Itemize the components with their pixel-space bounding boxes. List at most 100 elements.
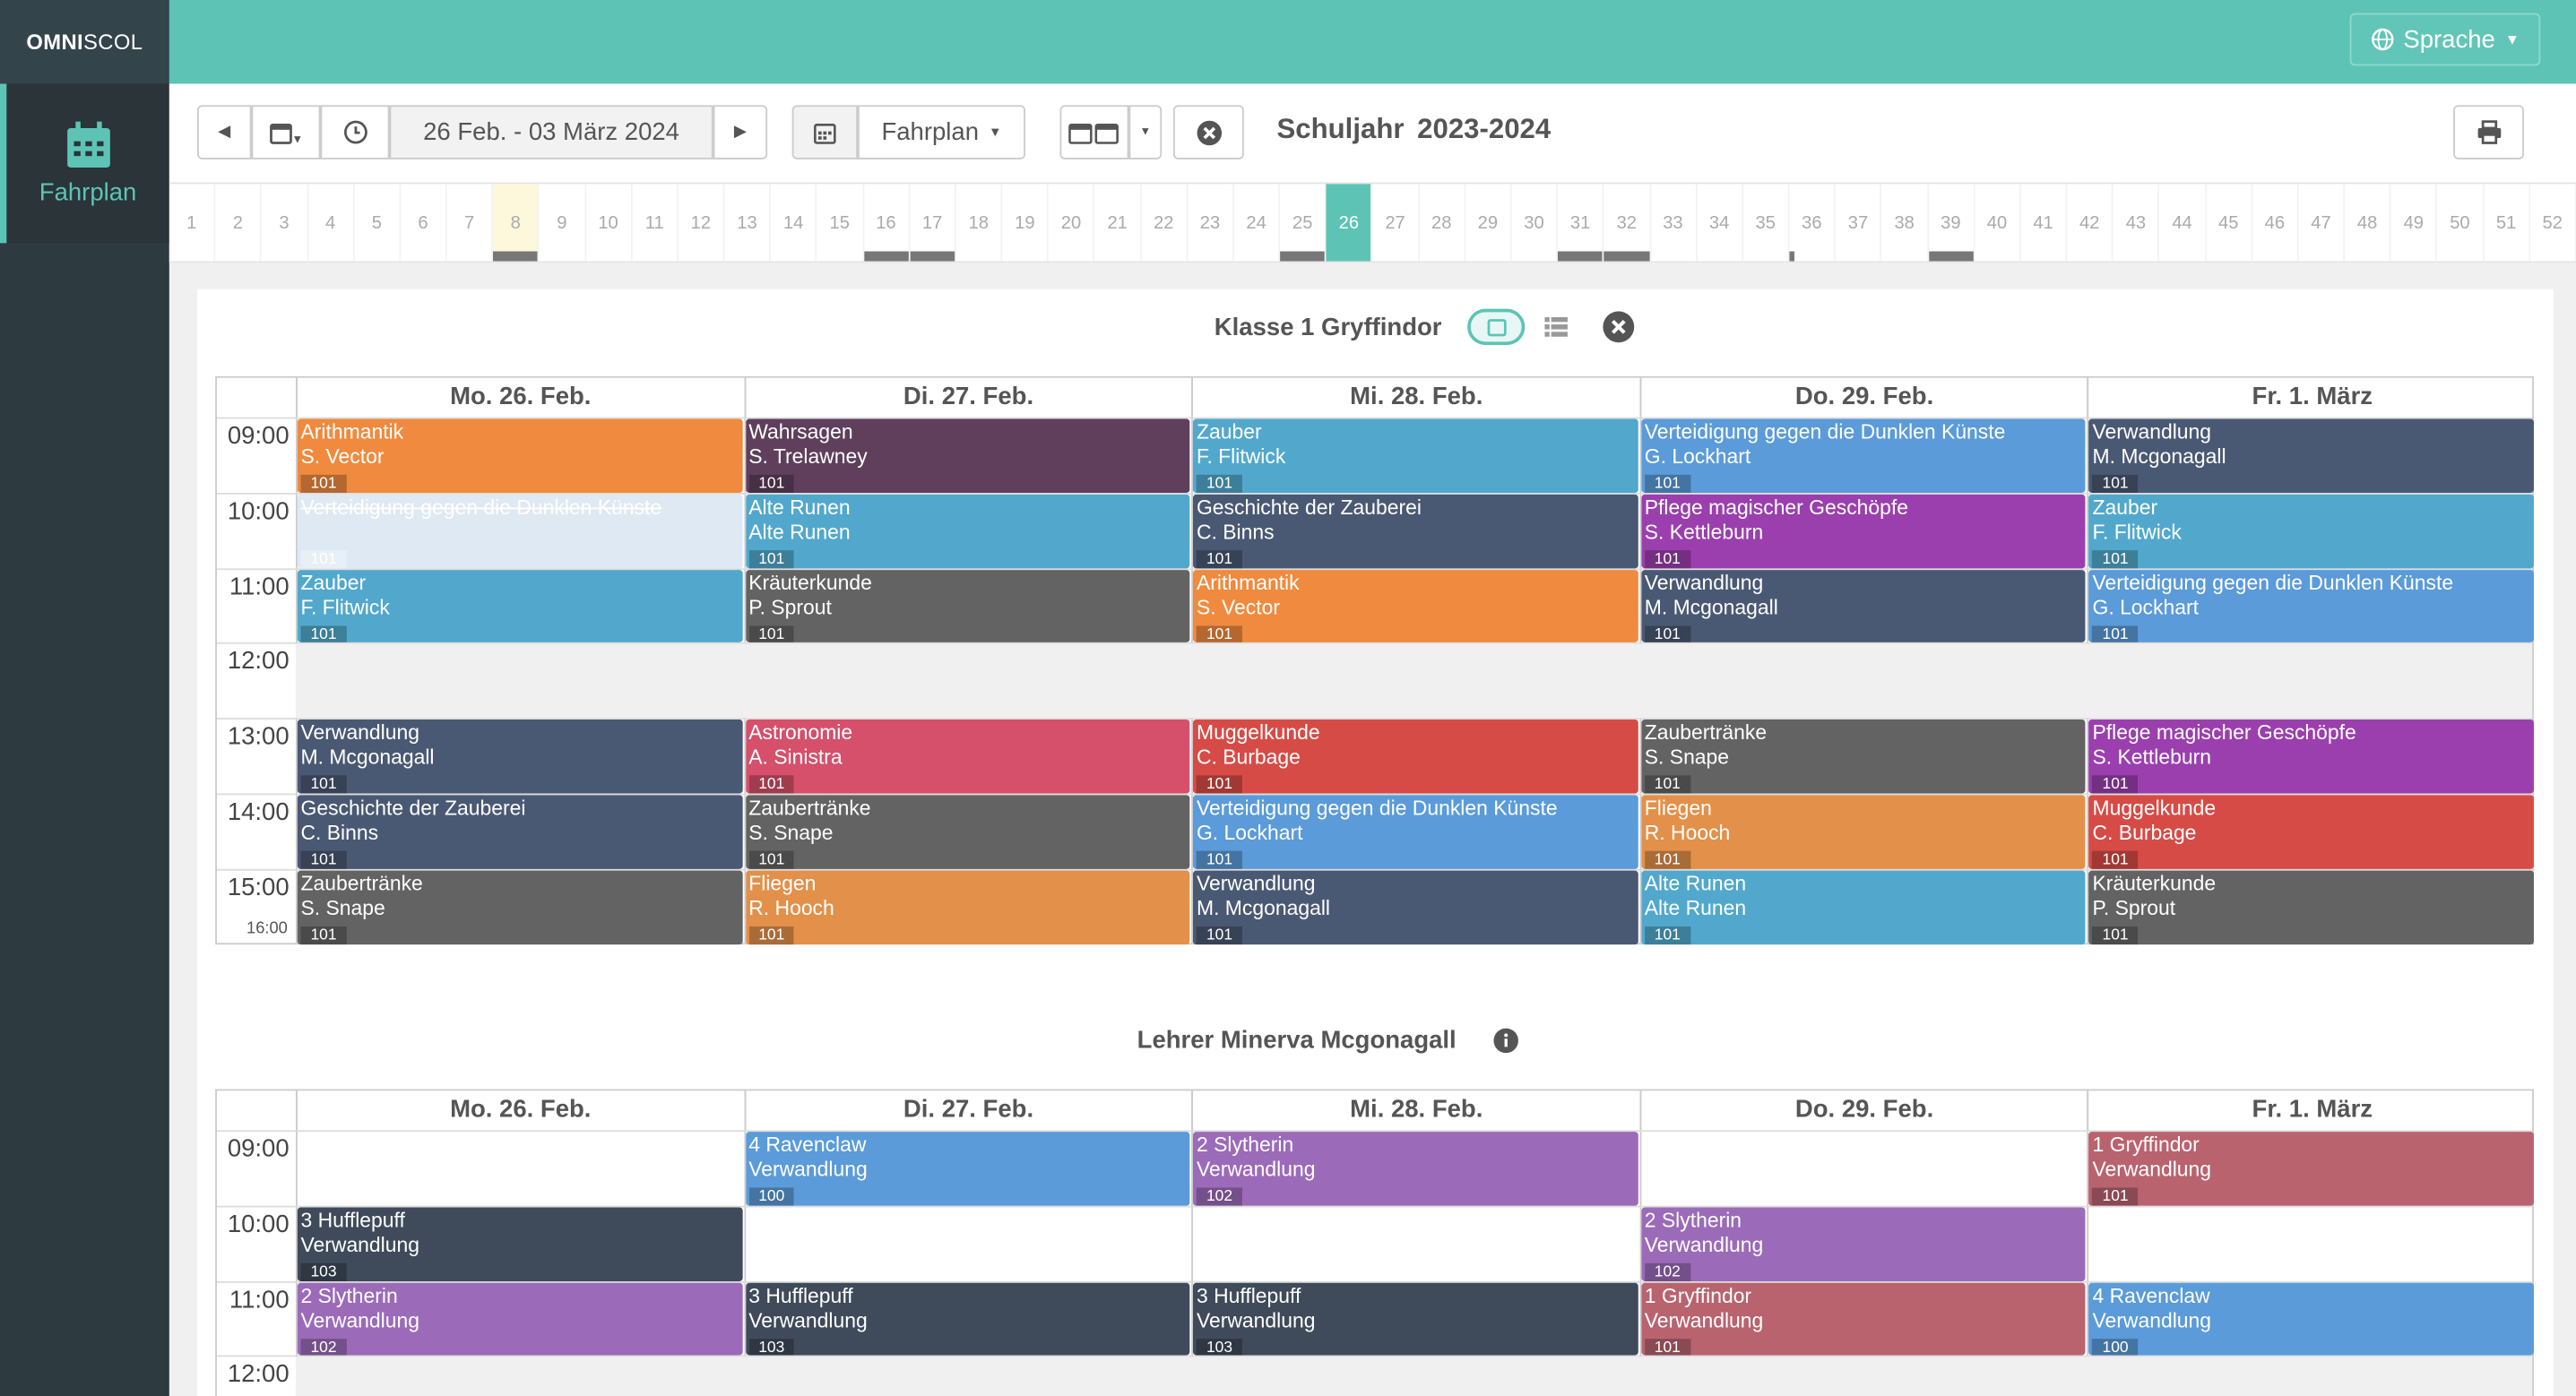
- lesson-block[interactable]: 4 Ravenclaw Verwandlung 100: [2088, 1282, 2534, 1357]
- lesson-block[interactable]: Muggelkunde C. Burbage 101: [2088, 795, 2534, 869]
- lesson-block[interactable]: 2 Slytherin Verwandlung 102: [1641, 1207, 2087, 1281]
- lesson-block[interactable]: 2 Slytherin Verwandlung 102: [297, 1282, 742, 1357]
- lesson-block[interactable]: Verteidigung gegen die Dunklen Künste 101: [297, 494, 742, 568]
- lesson-block[interactable]: Verwandlung M. Mcgonagall 101: [1641, 569, 2087, 643]
- lesson-block[interactable]: 4 Ravenclaw Verwandlung 100: [745, 1132, 1190, 1206]
- week-47[interactable]: 47: [2299, 184, 2346, 262]
- lesson-block[interactable]: Verteidigung gegen die Dunklen Künste G. …: [1193, 795, 1638, 869]
- week-39[interactable]: 39: [1928, 184, 1975, 262]
- week-45[interactable]: 45: [2206, 184, 2252, 262]
- print-button[interactable]: [2453, 105, 2524, 159]
- week-46[interactable]: 46: [2252, 184, 2299, 262]
- week-18[interactable]: 18: [956, 184, 1003, 262]
- date-picker-button[interactable]: ▼: [251, 105, 321, 159]
- lesson-block[interactable]: Zauber F. Flitwick 101: [297, 569, 742, 643]
- week-8[interactable]: 8: [493, 184, 540, 262]
- week-34[interactable]: 34: [1697, 184, 1743, 262]
- lesson-block[interactable]: Zauber F. Flitwick 101: [2088, 494, 2534, 568]
- week-38[interactable]: 38: [1882, 184, 1929, 262]
- week-42[interactable]: 42: [2067, 184, 2114, 262]
- lesson-block[interactable]: Verwandlung M. Mcgonagall 101: [2088, 418, 2534, 493]
- week-40[interactable]: 40: [1975, 184, 2021, 262]
- date-range-display[interactable]: 26 Feb. - 03 März 2024: [389, 105, 713, 159]
- lesson-block[interactable]: Verteidigung gegen die Dunklen Künste G. …: [2088, 569, 2534, 643]
- lesson-block[interactable]: Fliegen R. Hooch 101: [745, 870, 1190, 944]
- week-35[interactable]: 35: [1743, 184, 1790, 262]
- week-14[interactable]: 14: [771, 184, 817, 262]
- week-12[interactable]: 12: [679, 184, 725, 262]
- week-28[interactable]: 28: [1419, 184, 1465, 262]
- lesson-block[interactable]: Alte Runen Alte Runen 101: [745, 494, 1190, 568]
- lesson-block[interactable]: Verwandlung M. Mcgonagall 101: [1193, 870, 1638, 944]
- clear-button[interactable]: [1172, 105, 1244, 159]
- week-50[interactable]: 50: [2438, 184, 2485, 262]
- week-31[interactable]: 31: [1558, 184, 1604, 262]
- lesson-block[interactable]: Zauber F. Flitwick 101: [1193, 418, 1638, 493]
- today-button[interactable]: [320, 105, 390, 159]
- lesson-block[interactable]: Kräuterkunde P. Sprout 101: [2088, 870, 2534, 944]
- calendar-view-toggle[interactable]: [1467, 308, 1526, 345]
- week-44[interactable]: 44: [2160, 184, 2207, 262]
- language-button[interactable]: Sprache ▼: [2349, 13, 2541, 66]
- nav-item-fahrplan[interactable]: Fahrplan: [0, 83, 169, 244]
- week-6[interactable]: 6: [401, 184, 447, 262]
- lesson-block[interactable]: Muggelkunde C. Burbage 101: [1193, 720, 1638, 794]
- week-10[interactable]: 10: [586, 184, 633, 262]
- lesson-block[interactable]: Zaubertränke S. Snape 101: [745, 795, 1190, 869]
- info-icon[interactable]: [1493, 1028, 1518, 1054]
- multi-week-dropdown[interactable]: ▼: [1128, 105, 1163, 159]
- lesson-block[interactable]: Verwandlung M. Mcgonagall 101: [297, 720, 742, 794]
- lesson-block[interactable]: Pflege magischer Geschöpfe S. Kettleburn 1…: [2088, 720, 2534, 794]
- view-calendar-icon-button[interactable]: [791, 105, 858, 159]
- week-27[interactable]: 27: [1373, 184, 1420, 262]
- list-view-icon[interactable]: [1544, 316, 1568, 337]
- week-51[interactable]: 51: [2484, 184, 2530, 262]
- lesson-block[interactable]: 1 Gryffindor Verwandlung 101: [2088, 1132, 2534, 1206]
- week-17[interactable]: 17: [910, 184, 956, 262]
- lesson-block[interactable]: Astronomie A. Sinistra 101: [745, 720, 1190, 794]
- lesson-block[interactable]: Zaubertränke S. Snape 101: [297, 870, 742, 944]
- week-41[interactable]: 41: [2021, 184, 2068, 262]
- lesson-block[interactable]: Fliegen R. Hooch 101: [1641, 795, 2087, 869]
- week-43[interactable]: 43: [2114, 184, 2160, 262]
- week-21[interactable]: 21: [1095, 184, 1142, 262]
- lesson-block[interactable]: Arithmantik S. Vector 101: [297, 418, 742, 493]
- week-25[interactable]: 25: [1280, 184, 1327, 262]
- lesson-block[interactable]: Kräuterkunde P. Sprout 101: [745, 569, 1190, 643]
- prev-week-button[interactable]: ◀: [196, 105, 252, 159]
- week-19[interactable]: 19: [1002, 184, 1050, 262]
- week-13[interactable]: 13: [725, 184, 772, 262]
- week-15[interactable]: 15: [817, 184, 864, 262]
- lesson-block[interactable]: Geschichte der Zauberei C. Binns 101: [1193, 494, 1638, 568]
- lesson-block[interactable]: Alte Runen Alte Runen 101: [1641, 870, 2087, 944]
- week-52[interactable]: 52: [2530, 184, 2576, 262]
- week-9[interactable]: 9: [540, 184, 586, 262]
- week-49[interactable]: 49: [2391, 184, 2438, 262]
- lesson-block[interactable]: Arithmantik S. Vector 101: [1193, 569, 1638, 643]
- next-week-button[interactable]: ▶: [713, 105, 768, 159]
- week-22[interactable]: 22: [1141, 184, 1189, 262]
- view-select[interactable]: Fahrplan ▼: [857, 105, 1025, 159]
- lesson-block[interactable]: Geschichte der Zauberei C. Binns 101: [297, 795, 742, 869]
- week-48[interactable]: 48: [2345, 184, 2391, 262]
- week-36[interactable]: 36: [1789, 184, 1837, 262]
- week-32[interactable]: 32: [1604, 184, 1651, 262]
- lesson-block[interactable]: Verteidigung gegen die Dunklen Künste G. …: [1641, 418, 2087, 493]
- week-26[interactable]: 26: [1327, 184, 1373, 262]
- week-33[interactable]: 33: [1651, 184, 1698, 262]
- week-30[interactable]: 30: [1512, 184, 1559, 262]
- week-5[interactable]: 5: [354, 184, 402, 262]
- week-1[interactable]: 1: [169, 184, 216, 262]
- week-7[interactable]: 7: [447, 184, 494, 262]
- week-3[interactable]: 3: [262, 184, 308, 262]
- week-37[interactable]: 37: [1836, 184, 1882, 262]
- week-4[interactable]: 4: [308, 184, 355, 262]
- lesson-block[interactable]: Zaubertränke S. Snape 101: [1641, 720, 2087, 794]
- lesson-block[interactable]: Pflege magischer Geschöpfe S. Kettleburn 1…: [1641, 494, 2087, 568]
- week-29[interactable]: 29: [1465, 184, 1512, 262]
- week-16[interactable]: 16: [863, 184, 911, 262]
- lesson-block[interactable]: 2 Slytherin Verwandlung 102: [1193, 1132, 1638, 1206]
- week-11[interactable]: 11: [632, 184, 679, 262]
- week-2[interactable]: 2: [215, 184, 263, 262]
- multi-week-button[interactable]: [1059, 105, 1129, 159]
